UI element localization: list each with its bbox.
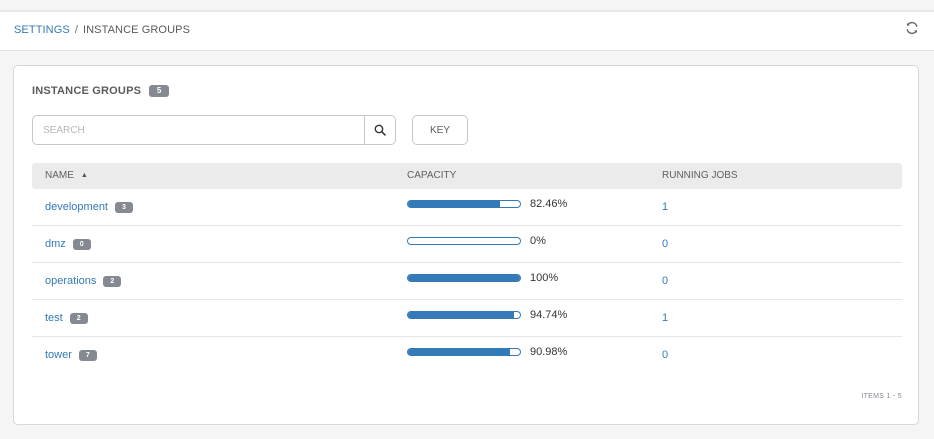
breadcrumb-current: INSTANCE GROUPS (82, 24, 190, 36)
capacity-percent: 100% (530, 272, 559, 284)
row-capacity-cell: 100% (407, 272, 558, 284)
capacity-percent: 94.74% (530, 309, 568, 321)
header-name[interactable]: NAME ▲ (45, 170, 88, 181)
instance-count-badge: 3 (115, 202, 133, 213)
key-button[interactable]: KEY (412, 115, 468, 145)
table-row: dmz 0 0% 0 (32, 226, 902, 263)
header-running-jobs: RUNNING JOBS (662, 170, 738, 181)
row-running-jobs-cell: 0 (662, 238, 668, 250)
breadcrumb-bar: SETTINGS / INSTANCE GROUPS (0, 12, 934, 51)
instance-count-badge: 7 (78, 350, 97, 361)
search-box (32, 115, 396, 145)
refresh-icon[interactable] (904, 21, 920, 37)
capacity-bar-fill (408, 201, 501, 207)
instance-count-badge: 2 (103, 276, 122, 287)
row-capacity-cell: 82.46% (407, 198, 567, 210)
breadcrumb-settings-link[interactable]: SETTINGS (14, 24, 70, 36)
row-running-jobs-cell: 0 (662, 275, 668, 287)
table-body: development 3 82.46% 1 dmz 0 0% 0 operations 2 100… (32, 189, 902, 373)
row-running-jobs-cell: 1 (662, 312, 668, 324)
running-jobs-link[interactable]: 0 (662, 349, 669, 361)
table-row: test 2 94.74% 1 (32, 300, 902, 337)
instance-group-name-link[interactable]: tower (45, 349, 72, 361)
row-name-cell: dmz 0 (45, 238, 91, 250)
row-capacity-cell: 94.74% (407, 309, 567, 321)
table-header: NAME ▲ CAPACITY RUNNING JOBS (32, 163, 902, 189)
refresh-icon-svg (906, 21, 918, 35)
instance-groups-table: NAME ▲ CAPACITY RUNNING JOBS development 3… (32, 163, 902, 373)
instance-group-name-link[interactable]: operations (45, 275, 97, 287)
instance-group-name-link[interactable]: test (45, 312, 63, 324)
capacity-bar (407, 237, 521, 245)
top-divider (0, 10, 934, 12)
instance-group-name-link[interactable]: development (45, 201, 108, 213)
running-jobs-link[interactable]: 1 (662, 312, 669, 324)
breadcrumb-separator: / (74, 24, 78, 36)
capacity-bar (407, 274, 521, 282)
instance-groups-panel: INSTANCE GROUPS 5 KEY NAME ▲ CAPACITY RUN… (13, 65, 919, 425)
capacity-percent: 82.46% (530, 198, 568, 210)
capacity-bar (407, 200, 521, 208)
table-row: tower 7 90.98% 0 (32, 337, 902, 373)
sort-ascending-icon: ▲ (80, 172, 88, 179)
row-running-jobs-cell: 0 (662, 349, 668, 361)
instance-group-name-link[interactable]: dmz (45, 238, 66, 250)
instance-count-badge: 2 (69, 313, 88, 324)
capacity-bar-fill (408, 312, 515, 318)
items-count: ITEMS 1 - 5 (861, 393, 902, 400)
row-name-cell: development 3 (45, 201, 133, 213)
capacity-bar (407, 348, 521, 356)
search-icon (374, 124, 386, 136)
row-name-cell: operations 2 (45, 275, 122, 287)
capacity-percent: 90.98% (530, 346, 568, 358)
row-running-jobs-cell: 1 (662, 201, 668, 213)
capacity-bar (407, 311, 521, 319)
capacity-percent: 0% (530, 235, 546, 247)
table-row: development 3 82.46% 1 (32, 189, 902, 226)
panel-title: INSTANCE GROUPS 5 (32, 85, 170, 97)
running-jobs-link[interactable]: 0 (662, 238, 669, 250)
running-jobs-link[interactable]: 0 (662, 275, 669, 287)
instance-groups-count-badge: 5 (149, 85, 170, 97)
header-name-label: NAME (45, 170, 74, 181)
capacity-bar-fill (408, 349, 510, 355)
search-input[interactable] (33, 116, 364, 144)
search-button[interactable] (364, 116, 395, 144)
row-capacity-cell: 90.98% (407, 346, 567, 358)
breadcrumb: SETTINGS / INSTANCE GROUPS (14, 24, 190, 36)
row-capacity-cell: 0% (407, 235, 546, 247)
table-row: operations 2 100% 0 (32, 263, 902, 300)
header-capacity: CAPACITY (407, 170, 457, 181)
row-name-cell: tower 7 (45, 349, 97, 361)
row-name-cell: test 2 (45, 312, 88, 324)
capacity-bar-fill (408, 275, 520, 281)
panel-title-text: INSTANCE GROUPS (32, 85, 142, 97)
running-jobs-link[interactable]: 1 (662, 201, 669, 213)
instance-count-badge: 0 (72, 239, 91, 250)
